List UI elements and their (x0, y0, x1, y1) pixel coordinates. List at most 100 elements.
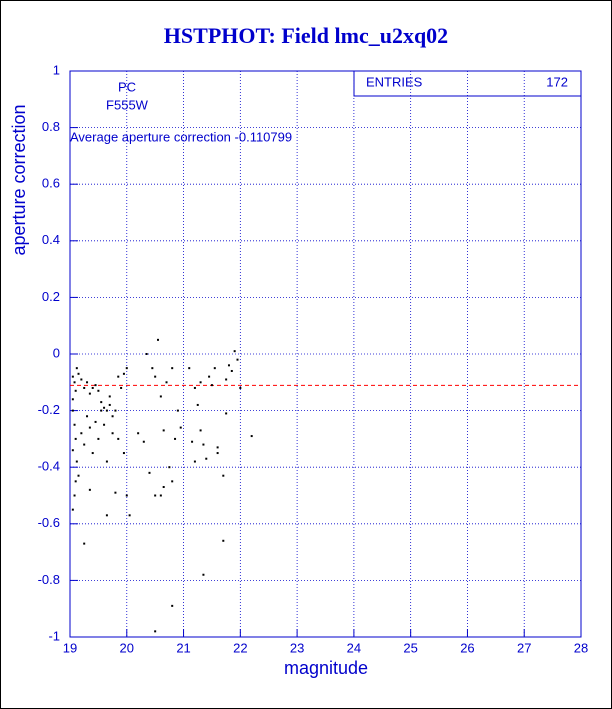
point (148, 471, 151, 474)
point (230, 369, 233, 372)
x-tick-label: 23 (290, 640, 304, 655)
point (120, 386, 123, 389)
x-tick-label: 28 (574, 640, 588, 655)
y-tick-label: 0.8 (42, 119, 60, 134)
point (171, 480, 174, 483)
point (157, 338, 160, 341)
point (154, 375, 157, 378)
point (176, 409, 179, 412)
x-tick-label: 19 (63, 640, 77, 655)
point (199, 429, 202, 432)
y-tick-label: 0 (53, 345, 60, 360)
point (159, 395, 162, 398)
point (142, 440, 145, 443)
point (137, 432, 140, 435)
point (88, 392, 91, 395)
point (227, 364, 230, 367)
point (193, 386, 196, 389)
point (250, 435, 253, 438)
point (213, 367, 216, 370)
point (171, 367, 174, 370)
stats-label: ENTRIES (366, 74, 423, 89)
point (111, 415, 114, 418)
point (225, 378, 228, 381)
point (216, 446, 219, 449)
point (74, 437, 77, 440)
point (239, 386, 242, 389)
point (108, 395, 111, 398)
point (77, 372, 80, 375)
point (105, 514, 108, 517)
point (199, 381, 202, 384)
annotation: F555W (106, 97, 149, 112)
point (114, 491, 117, 494)
point (91, 452, 94, 455)
point (88, 426, 91, 429)
y-tick-label: -1 (48, 628, 60, 643)
x-tick-label: 21 (176, 640, 190, 655)
point (80, 378, 83, 381)
point (105, 460, 108, 463)
point (122, 372, 125, 375)
point (233, 350, 236, 353)
point (159, 494, 162, 497)
point (174, 437, 177, 440)
point (74, 480, 77, 483)
point (208, 375, 211, 378)
x-axis-label: magnitude (284, 658, 368, 678)
x-tick-label: 20 (120, 640, 134, 655)
point (83, 443, 86, 446)
point (196, 403, 199, 406)
point (86, 381, 89, 384)
point (71, 508, 74, 511)
point (75, 367, 78, 370)
y-tick-label: 1 (53, 62, 60, 77)
x-tick-label: 25 (403, 640, 417, 655)
point (179, 426, 182, 429)
point (94, 384, 97, 387)
point (77, 474, 80, 477)
point (162, 486, 165, 489)
point (222, 474, 225, 477)
point (145, 353, 148, 355)
point (125, 494, 128, 497)
point (71, 375, 74, 378)
point (108, 403, 111, 406)
y-tick-label: 0.4 (42, 232, 60, 247)
chart-title: HSTPHOT: Field lmc_u2xq02 (164, 23, 448, 48)
point (111, 432, 114, 435)
point (105, 409, 108, 412)
point (168, 466, 171, 469)
point (91, 386, 94, 389)
point (128, 514, 131, 517)
point (151, 367, 154, 370)
point (97, 389, 100, 392)
point (117, 437, 120, 440)
point (83, 542, 86, 545)
point (80, 432, 83, 435)
y-tick-label: 0.2 (42, 289, 60, 304)
x-tick-label: 22 (233, 640, 247, 655)
y-tick-label: -0.8 (38, 572, 60, 587)
point (122, 452, 125, 455)
x-tick-label: 26 (460, 640, 474, 655)
point (154, 630, 157, 633)
point (73, 494, 76, 497)
point (103, 423, 106, 426)
point (71, 409, 74, 412)
y-tick-label: -0.2 (38, 402, 60, 417)
point (73, 381, 76, 384)
point (236, 358, 239, 361)
point (71, 449, 74, 452)
point (83, 386, 86, 389)
x-tick-label: 24 (347, 640, 361, 655)
point (165, 381, 168, 384)
plot-border (69, 70, 582, 638)
point (100, 401, 103, 404)
point (205, 457, 208, 460)
y-tick-label: -0.6 (38, 515, 60, 530)
point (210, 384, 213, 387)
point (74, 389, 77, 392)
